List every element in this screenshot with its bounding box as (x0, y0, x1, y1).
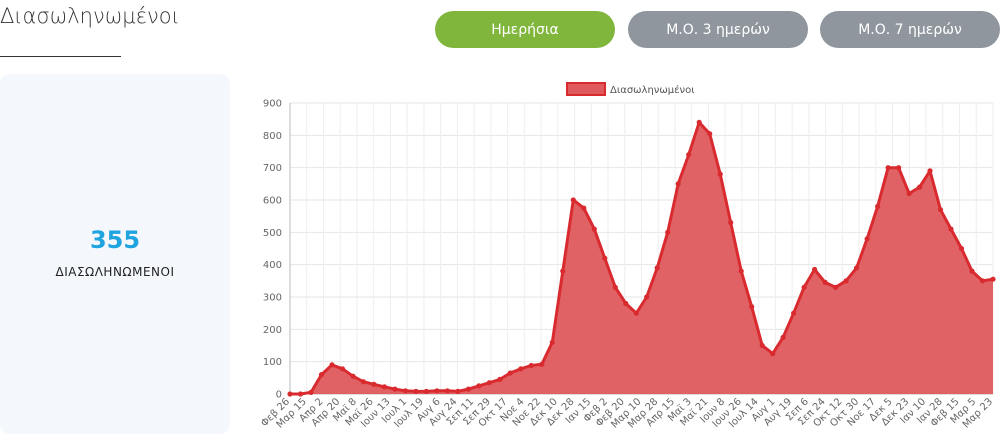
data-point (812, 266, 818, 273)
data-point (791, 310, 797, 316)
data-point (297, 391, 304, 397)
avg-7-days-button[interactable]: Μ.Ο. 7 ημερών (820, 11, 1000, 48)
data-point (833, 284, 839, 290)
y-tick-label: 100 (263, 357, 282, 368)
data-point (444, 388, 450, 394)
data-point (287, 391, 293, 397)
data-point (623, 300, 629, 307)
data-point (707, 131, 713, 137)
data-point (612, 284, 618, 290)
data-point (497, 376, 503, 382)
data-point (644, 294, 650, 300)
data-point (581, 205, 587, 211)
y-tick-label: 800 (263, 131, 282, 142)
data-point (308, 389, 314, 395)
daily-button[interactable]: Ημερήσια (435, 11, 615, 48)
data-point (329, 362, 335, 368)
data-point (486, 380, 492, 386)
data-point (633, 310, 639, 316)
data-point (392, 386, 398, 392)
data-point (958, 245, 965, 252)
data-point (539, 361, 545, 367)
y-tick-label: 0 (276, 390, 282, 401)
data-point (455, 388, 461, 394)
data-point (654, 265, 660, 271)
data-point (465, 386, 471, 392)
y-tick-label: 200 (263, 325, 282, 336)
data-point (875, 203, 881, 210)
data-point (591, 226, 597, 232)
data-point (906, 190, 912, 197)
stat-card (0, 74, 230, 434)
data-point (917, 184, 923, 190)
data-point (339, 366, 346, 372)
data-point (717, 171, 723, 177)
data-point (360, 379, 366, 385)
data-point (854, 265, 860, 271)
data-point (507, 370, 513, 376)
data-point (843, 278, 849, 284)
stat-label: ΔΙΑΣΩΛΗΝΩΜΕΝΟΙ (55, 265, 175, 279)
legend-swatch (566, 82, 606, 96)
data-point (696, 119, 702, 125)
data-point (318, 372, 325, 378)
data-point (801, 284, 807, 290)
data-point (749, 304, 755, 310)
data-point (822, 279, 828, 285)
data-point (413, 388, 419, 394)
data-point (381, 384, 387, 390)
data-point (979, 278, 986, 284)
data-point (927, 168, 933, 174)
data-point (738, 268, 744, 274)
stat-value: 355 (89, 226, 141, 254)
data-point (969, 268, 975, 274)
data-point (570, 197, 576, 203)
legend-label: Διασωληνωμένοι (610, 84, 695, 96)
series-area (290, 122, 993, 395)
data-point (686, 152, 692, 158)
page-title: Διασωληνωμένοι (0, 4, 180, 28)
y-tick-label: 400 (263, 260, 282, 271)
data-point (350, 373, 356, 379)
data-point (948, 226, 954, 232)
data-point (759, 342, 765, 349)
data-point (602, 255, 608, 261)
data-point (990, 276, 996, 282)
data-point (371, 381, 377, 387)
data-point (402, 388, 408, 394)
data-point (665, 229, 671, 235)
y-tick-label: 900 (263, 99, 282, 110)
data-point (864, 236, 870, 242)
y-tick-label: 300 (263, 293, 282, 304)
data-point (728, 220, 734, 226)
y-tick-label: 700 (263, 163, 282, 174)
data-point (937, 207, 944, 213)
y-tick-label: 600 (263, 196, 282, 207)
y-tick-label: 500 (263, 228, 282, 239)
title-underline (0, 56, 121, 57)
data-point (780, 334, 786, 340)
data-point (560, 268, 566, 274)
data-point (549, 339, 555, 345)
data-point (896, 165, 902, 171)
data-point (885, 165, 891, 171)
data-point (528, 362, 534, 369)
data-point (518, 366, 524, 372)
avg-3-days-button[interactable]: Μ.Ο. 3 ημερών (628, 11, 808, 48)
data-point (423, 388, 429, 394)
data-point (675, 181, 681, 187)
data-point (476, 383, 482, 389)
data-point (770, 351, 776, 357)
data-point (434, 388, 440, 394)
